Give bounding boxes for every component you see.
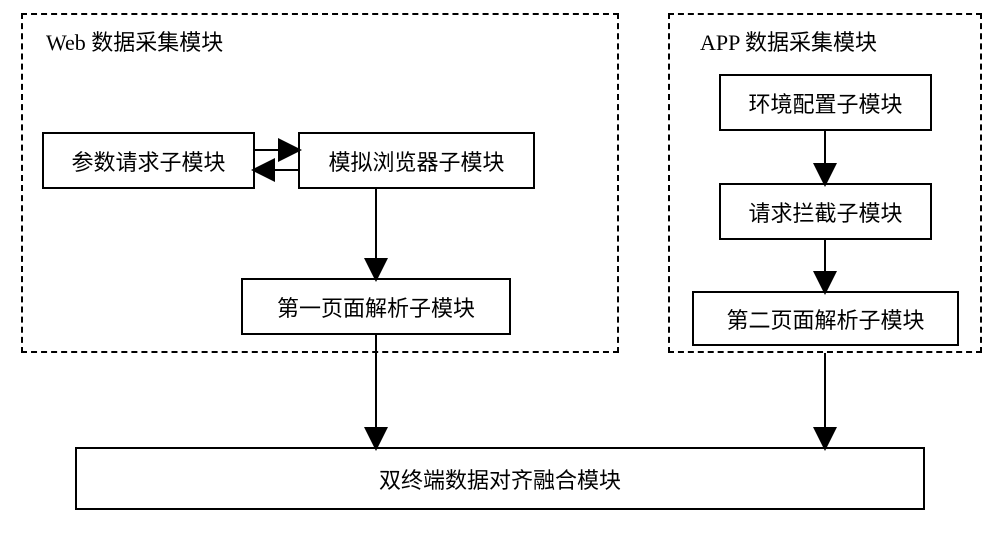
arrows-layer — [0, 0, 1000, 541]
